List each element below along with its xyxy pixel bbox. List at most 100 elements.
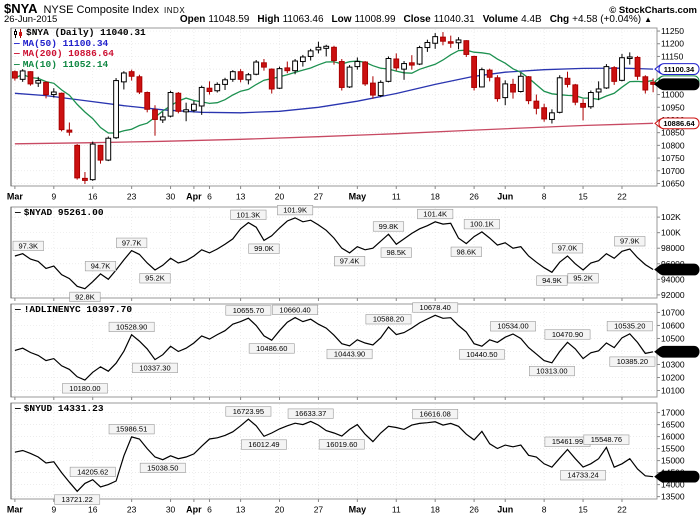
breadth-line — [14, 314, 654, 381]
svg-text:Apr: Apr — [186, 505, 202, 515]
legend-price-text: $NYA (Daily) 11040.31 — [26, 27, 146, 38]
svg-text:20: 20 — [275, 192, 285, 202]
svg-text:97.7K: 97.7K — [122, 238, 142, 247]
svg-text:13721.22: 13721.22 — [62, 495, 93, 504]
volume-label: Volume — [482, 14, 519, 25]
svg-text:15986.51: 15986.51 — [116, 425, 147, 434]
svg-text:10443.90: 10443.90 — [334, 349, 365, 358]
index-name: NYSE Composite Index — [43, 4, 160, 16]
svg-text:6: 6 — [207, 505, 212, 515]
svg-text:11000: 11000 — [661, 90, 684, 100]
legend-ma50-text: MA(50) 11100.34 — [22, 37, 109, 49]
svg-text:10440.50: 10440.50 — [466, 350, 497, 359]
close-label: Close — [403, 14, 431, 25]
svg-text:10534.00: 10534.00 — [497, 322, 528, 331]
ma10-line-swatch: — — [14, 58, 20, 70]
svg-text:10588.20: 10588.20 — [373, 315, 404, 324]
svg-text:100K: 100K — [661, 228, 681, 238]
svg-text:10600: 10600 — [661, 320, 685, 330]
svg-text:15000: 15000 — [661, 456, 685, 466]
svg-text:10800: 10800 — [661, 140, 685, 150]
svg-text:11: 11 — [392, 192, 401, 202]
svg-text:23: 23 — [127, 192, 137, 202]
nyad-panel: 102K100K9800096000940009200097.3K92.8K94… — [10, 205, 700, 302]
panel-badge: 10397.70 — [654, 345, 700, 358]
svg-text:95261.00: 95261.00 — [663, 265, 694, 274]
svg-text:10385.20: 10385.20 — [617, 357, 648, 366]
quote-row: 26-Jun-2015 Open 11048.59 High 11063.46 … — [4, 14, 652, 25]
legend-ma50-line: — MA(50) 11100.34 — [14, 37, 146, 50]
svg-text:10300: 10300 — [661, 359, 685, 369]
svg-text:10655.70: 10655.70 — [233, 306, 264, 315]
svg-text:26: 26 — [469, 505, 479, 515]
svg-text:10100: 10100 — [661, 385, 685, 395]
legend-ma10-line: — MA(10) 11052.14 — [14, 58, 146, 71]
svg-text:22: 22 — [617, 192, 627, 202]
candlestick-icon — [14, 28, 23, 38]
svg-text:9: 9 — [51, 192, 56, 202]
svg-text:13: 13 — [236, 505, 246, 515]
candlesticks — [11, 32, 657, 184]
svg-text:98000: 98000 — [661, 243, 685, 253]
svg-text:98.5K: 98.5K — [386, 248, 406, 257]
low-label: Low — [331, 14, 352, 25]
svg-text:99.0K: 99.0K — [254, 244, 274, 253]
adline-panel: 1070010600105001040010300102001010010180… — [10, 302, 700, 400]
chg-value: +4.58 (+0.04%) — [572, 14, 642, 25]
svg-text:16500: 16500 — [661, 420, 685, 430]
svg-text:101.3K: 101.3K — [236, 210, 260, 219]
ohlc-quote: Open 11048.59 High 11063.46 Low 11008.99… — [172, 14, 652, 25]
svg-text:10397.70: 10397.70 — [663, 348, 694, 357]
svg-text:May: May — [349, 192, 367, 202]
svg-text:15548.76: 15548.76 — [591, 435, 622, 444]
date-axis: Mar 9 16 23 30 Apr 6 13 20 27 May 11 18 26 Jun 8 15 22 — [7, 505, 627, 515]
svg-text:10660.40: 10660.40 — [279, 305, 310, 314]
panel-badge: 14331.23 — [654, 470, 700, 483]
svg-text:30: 30 — [166, 505, 176, 515]
legend-ma10-text: MA(10) 11052.14 — [22, 58, 109, 70]
svg-text:10650: 10650 — [661, 178, 685, 188]
nyad-legend-text: $NYAD 95261.00 — [23, 207, 104, 218]
main-price-panel: 1125011200111501110011050110001095010900… — [10, 26, 700, 189]
svg-text:17000: 17000 — [661, 408, 685, 418]
change-up-arrow-icon: ▲ — [644, 15, 652, 24]
svg-text:10486.60: 10486.60 — [256, 344, 287, 353]
svg-text:16633.37: 16633.37 — [295, 409, 326, 418]
svg-text:10678.40: 10678.40 — [420, 303, 451, 312]
nyad-legend: — $NYAD 95261.00 — [15, 207, 104, 219]
open-label: Open — [179, 14, 206, 25]
svg-text:98.6K: 98.6K — [457, 247, 477, 256]
svg-text:14733.24: 14733.24 — [567, 471, 598, 480]
svg-text:20: 20 — [275, 505, 285, 515]
svg-text:16: 16 — [88, 505, 98, 515]
chart-date: 26-Jun-2015 — [4, 14, 58, 25]
legend-ma200-text: MA(200) 10886.64 — [22, 48, 114, 59]
svg-text:18: 18 — [430, 505, 440, 515]
nyud-legend: — $NYUD 14331.23 — [15, 403, 104, 415]
svg-text:8: 8 — [542, 505, 547, 515]
svg-text:27: 27 — [314, 505, 324, 515]
breadth-line — [14, 217, 654, 290]
adline-legend: — !ADLINENYC 10397.70 — [15, 304, 132, 316]
ma50-line-swatch: — — [14, 37, 20, 49]
svg-text:10700: 10700 — [661, 166, 685, 176]
svg-text:10750: 10750 — [661, 153, 685, 163]
legend-ma200-line: — MA(200) 10886.64 — [14, 48, 146, 60]
svg-text:11250: 11250 — [661, 26, 684, 36]
svg-text:16000: 16000 — [661, 432, 685, 442]
svg-text:May: May — [349, 505, 367, 515]
high-value: 11063.46 — [282, 14, 324, 25]
open-value: 11048.59 — [208, 14, 250, 25]
svg-text:10850: 10850 — [661, 128, 685, 138]
svg-text:10700: 10700 — [661, 307, 685, 317]
svg-text:6: 6 — [207, 192, 212, 202]
svg-text:94.7K: 94.7K — [91, 262, 111, 271]
svg-text:10200: 10200 — [661, 372, 685, 382]
svg-text:16012.49: 16012.49 — [248, 440, 279, 449]
svg-text:14205.62: 14205.62 — [77, 467, 108, 476]
svg-text:94000: 94000 — [661, 274, 685, 284]
low-value: 11008.99 — [354, 14, 396, 25]
svg-text:14331.23: 14331.23 — [663, 472, 694, 481]
chg-label: Chg — [549, 14, 570, 25]
